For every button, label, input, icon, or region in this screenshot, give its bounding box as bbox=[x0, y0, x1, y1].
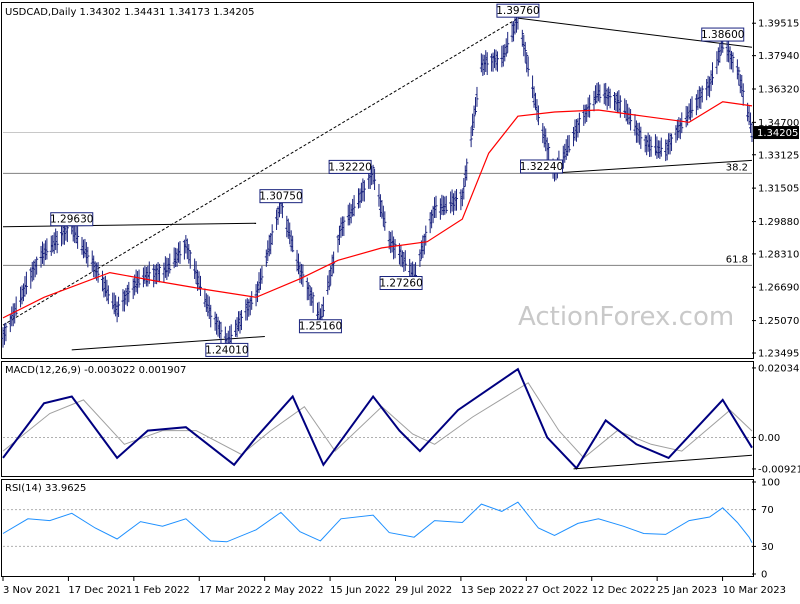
annotation-box bbox=[298, 319, 342, 334]
trendlines bbox=[2, 17, 753, 351]
macd-axis-label: 0.020349 bbox=[758, 363, 800, 374]
trendline bbox=[2, 222, 257, 228]
price-axis-label: 1.25070 bbox=[758, 316, 799, 327]
annotation-label: 1.32240 bbox=[520, 161, 563, 173]
price-axis-label: 1.28310 bbox=[758, 249, 799, 260]
last-price-tag bbox=[753, 126, 799, 140]
macd-line bbox=[2, 367, 753, 470]
macd-trendline bbox=[573, 454, 753, 470]
annotation-label: 1.32220 bbox=[328, 161, 371, 173]
macd-signal-line bbox=[2, 382, 753, 459]
trendline bbox=[71, 335, 265, 351]
date-axis-label: 2 May 2022 bbox=[265, 585, 324, 596]
fib-levels: 38.2 61.8 bbox=[3, 132, 752, 266]
date-axis-label: 3 Nov 2021 bbox=[3, 585, 61, 596]
rsi-axis-label: 0 bbox=[761, 570, 767, 581]
rsi-axis-label: 70 bbox=[761, 505, 774, 516]
annotation-box bbox=[379, 276, 423, 291]
annotation-box bbox=[50, 212, 94, 227]
date-axis-label: 1 Feb 2022 bbox=[134, 585, 190, 596]
main-panel-frame bbox=[1, 2, 754, 359]
annotation-label: 1.24010 bbox=[205, 344, 248, 356]
annotation-box bbox=[496, 3, 540, 18]
date-axis: 3 Nov 2021 17 Dec 2021 1 Feb 2022 17 Mar 20… bbox=[2, 577, 786, 596]
annotation-label: 1.38600 bbox=[701, 29, 744, 41]
macd-header: MACD(12,26,9) -0.003022 0.001907 bbox=[5, 365, 186, 376]
rsi-series bbox=[2, 501, 753, 547]
price-annotations: 1.39760 1.38600 1.32220 1.32240 1.30750 1.296… bbox=[50, 3, 745, 357]
date-axis-label: 29 Jul 2022 bbox=[395, 585, 452, 596]
ma-line bbox=[2, 101, 753, 319]
macd-axis-label: -0.009215 bbox=[758, 464, 800, 475]
moving-average bbox=[2, 101, 753, 319]
fib-level-label: 61.8 bbox=[726, 254, 748, 265]
annotation-box bbox=[701, 27, 745, 42]
annotation-box bbox=[205, 342, 249, 357]
price-axis-label: 1.39515 bbox=[758, 19, 799, 30]
trendline bbox=[517, 17, 753, 48]
annotation-label: 1.39760 bbox=[496, 5, 539, 17]
price-axis-label: 1.31505 bbox=[758, 184, 799, 195]
rsi-axis: 100 70 30 0 bbox=[752, 478, 780, 581]
date-axis-label: 27 Oct 2022 bbox=[526, 585, 588, 596]
date-axis-label: 10 Mar 2023 bbox=[723, 585, 786, 596]
price-axis-label: 1.37940 bbox=[758, 51, 799, 62]
price-axis-label: 1.36320 bbox=[758, 84, 799, 95]
rsi-axis-label: 30 bbox=[761, 542, 774, 553]
date-axis-label: 17 Mar 2022 bbox=[199, 585, 262, 596]
price-axis-label: 1.23495 bbox=[758, 349, 799, 360]
annotation-label: 1.27260 bbox=[379, 278, 422, 290]
fib-level-label: 38.2 bbox=[726, 162, 748, 173]
date-axis-label: 25 Jan 2023 bbox=[657, 585, 717, 596]
annotation-box bbox=[259, 189, 303, 204]
annotation-label: 1.29630 bbox=[50, 214, 93, 226]
macd-axis-label: 0.00 bbox=[758, 433, 780, 444]
watermark: ActionForex.com bbox=[518, 302, 734, 332]
price-axis-label: 1.33125 bbox=[758, 150, 799, 161]
rsi-header: RSI(14) 33.9625 bbox=[5, 483, 86, 494]
macd-panel-frame bbox=[1, 361, 754, 477]
date-axis-label: 15 Jun 2022 bbox=[330, 585, 390, 596]
date-axis-label: 17 Dec 2021 bbox=[68, 585, 132, 596]
annotation-box bbox=[328, 159, 372, 174]
price-axis-label: 1.34700 bbox=[758, 118, 799, 129]
price-axis-label: 1.26690 bbox=[758, 283, 799, 294]
trendline bbox=[554, 159, 753, 174]
date-axis-label: 12 Dec 2022 bbox=[592, 585, 656, 596]
price-axis: 1.39515 1.37940 1.36320 1.34700 1.33125 1.315… bbox=[752, 19, 799, 360]
price-axis-label: 1.29880 bbox=[758, 217, 799, 228]
date-axis-label: 13 Sep 2022 bbox=[461, 585, 524, 596]
rsi-panel-frame bbox=[1, 479, 754, 577]
macd-axis: 0.020349 0.00 -0.009215 bbox=[752, 363, 800, 475]
annotation-box bbox=[520, 159, 564, 174]
rsi-axis-label: 100 bbox=[761, 478, 780, 489]
chart-header: USDCAD,Daily 1.34302 1.34431 1.34173 1.3… bbox=[5, 7, 255, 18]
annotation-label: 1.30750 bbox=[259, 191, 302, 203]
macd-series bbox=[2, 367, 753, 470]
last-price-tag-label: 1.34205 bbox=[757, 128, 798, 139]
rsi-line bbox=[2, 501, 753, 543]
panel-frames bbox=[1, 2, 754, 577]
annotation-label: 1.25160 bbox=[299, 321, 342, 333]
